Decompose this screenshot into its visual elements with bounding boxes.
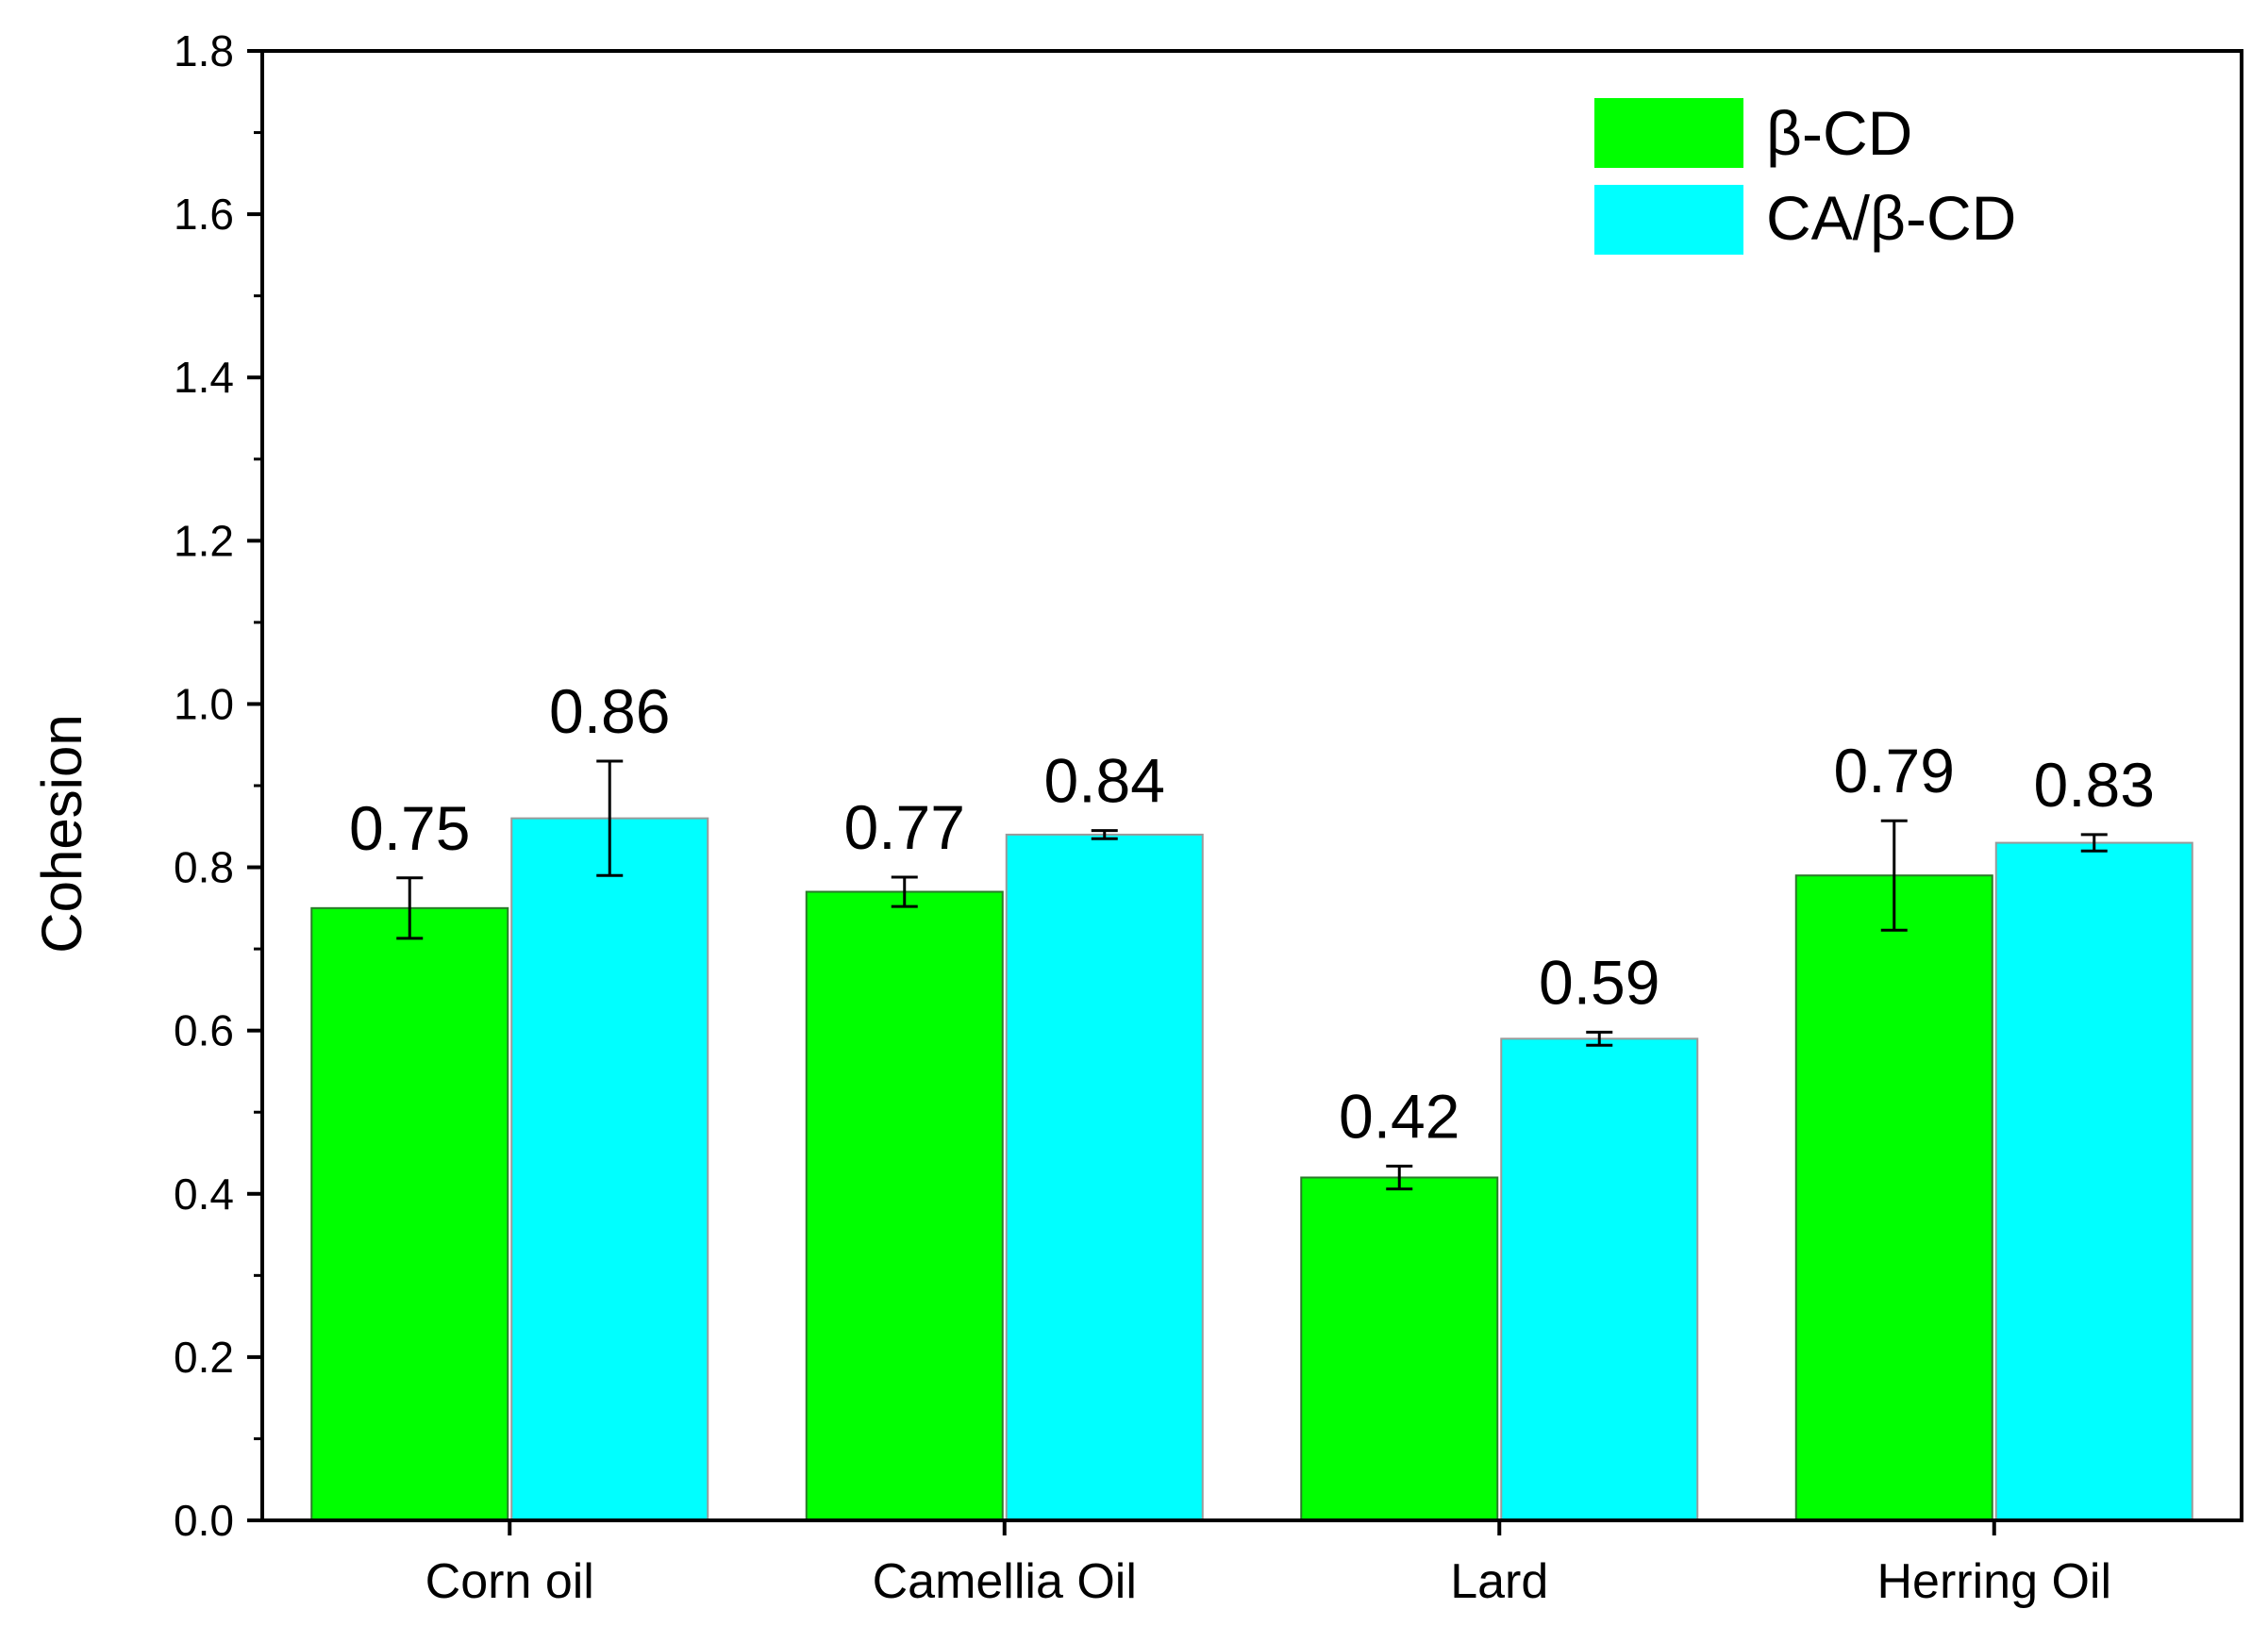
data-label: 0.84 — [1044, 746, 1165, 816]
legend: β-CD CA/β-CD — [1594, 98, 2016, 255]
data-label: 0.77 — [844, 792, 965, 862]
y-axis-title: Cohesion — [30, 714, 93, 954]
y-tick-label: 0.8 — [174, 843, 234, 892]
bar — [805, 890, 1004, 1521]
data-label: 0.83 — [2034, 750, 2155, 820]
y-tick-label: 0.0 — [174, 1496, 234, 1545]
bar — [1994, 841, 2193, 1521]
bar — [310, 906, 509, 1521]
bar — [1794, 874, 1993, 1521]
y-tick-label: 0.4 — [174, 1170, 234, 1219]
x-category-label: Camellia Oil — [873, 1554, 1137, 1609]
data-label: 0.59 — [1539, 947, 1659, 1017]
legend-label-ca-beta-cd: CA/β-CD — [1766, 183, 2016, 253]
bar — [1300, 1176, 1499, 1521]
legend-swatch-beta-cd — [1594, 98, 1743, 168]
legend-swatch-ca-beta-cd — [1594, 185, 1743, 255]
y-tick-label: 1.6 — [174, 190, 234, 239]
data-label: 0.86 — [549, 676, 670, 746]
x-category-label: Lard — [1450, 1554, 1548, 1609]
y-tick-label: 0.2 — [174, 1333, 234, 1382]
x-category-label: Corn oil — [425, 1554, 594, 1609]
data-label: 0.75 — [349, 793, 470, 863]
bar — [1005, 833, 1204, 1521]
x-category-label: Herring Oil — [1877, 1554, 2112, 1609]
bar — [510, 817, 709, 1521]
y-tick-label: 1.4 — [174, 353, 234, 402]
y-tick-label: 1.8 — [174, 26, 234, 75]
bar — [1500, 1037, 1699, 1522]
y-tick-label: 1.0 — [174, 679, 234, 728]
data-label: 0.42 — [1339, 1081, 1459, 1151]
legend-label-beta-cd: β-CD — [1766, 98, 1912, 168]
y-tick-label: 0.6 — [174, 1006, 234, 1055]
data-label: 0.79 — [1834, 736, 1955, 805]
y-tick-label: 1.2 — [174, 516, 234, 565]
